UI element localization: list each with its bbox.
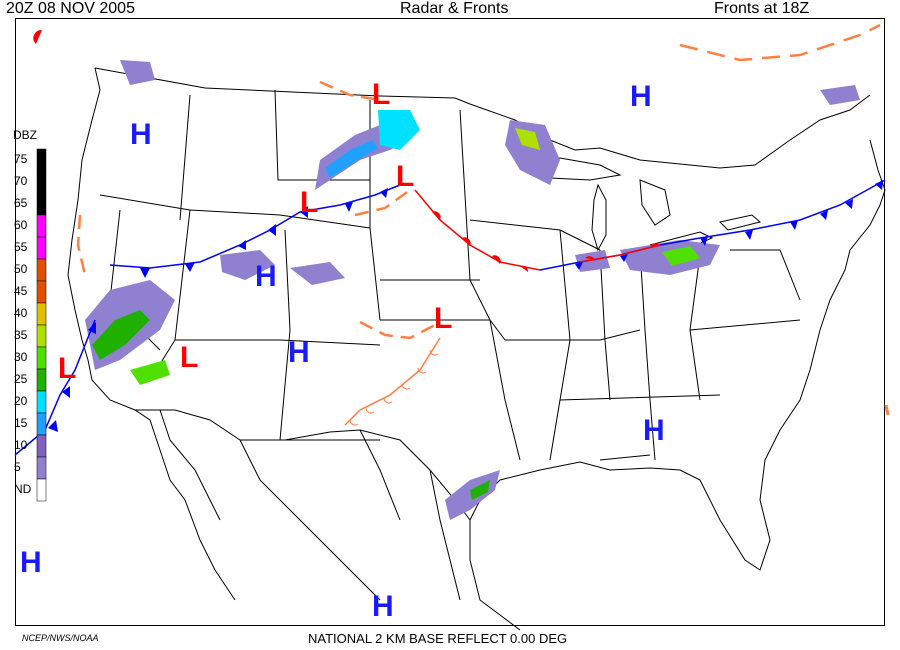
fronts — [14, 23, 886, 456]
legend-unit: DBZ — [13, 128, 37, 142]
dryline-scallops — [349, 349, 439, 426]
legend-swatch-75 — [36, 148, 47, 172]
legend-swatch-50 — [36, 258, 47, 282]
radar-echo-minnesota-core — [515, 128, 540, 150]
legend-level-label: 40 — [14, 306, 28, 320]
radar-echo-iowa — [575, 250, 610, 272]
high-pressure-center: H — [643, 414, 665, 447]
legend-level-label: 70 — [14, 174, 28, 188]
legend-swatch-65 — [36, 192, 47, 216]
high-pressure-center: H — [630, 80, 652, 113]
radar-echo-texas-core — [470, 480, 490, 500]
lake-ontario — [718, 214, 762, 231]
baja-coast — [159, 409, 221, 521]
high-pressure-center: H — [20, 546, 42, 579]
trough-colorado — [359, 320, 436, 340]
pressure-trough-east-edge — [884, 404, 890, 416]
legend-swatch-70 — [36, 170, 47, 194]
west-coast — [67, 67, 236, 601]
legend-swatch-15 — [36, 412, 47, 436]
legend-swatch-45 — [36, 280, 47, 304]
state-lines — [99, 89, 801, 461]
gulf-coast — [469, 369, 811, 571]
legend-swatch-60 — [36, 214, 47, 238]
low-pressure-center: L — [396, 160, 415, 193]
high-pressure-center: H — [130, 118, 152, 151]
high-pressure-center: H — [288, 336, 310, 369]
mexico-border — [135, 409, 471, 521]
legend-level-label: 35 — [14, 328, 28, 342]
low-pressure-center: L — [180, 341, 199, 374]
legend-swatch-40 — [36, 302, 47, 326]
legend-level-label: 45 — [14, 284, 28, 298]
radar-echo-new-york — [820, 85, 860, 105]
lake-michigan — [591, 183, 607, 252]
legend-swatch-nd — [36, 478, 47, 502]
legend-level-label: 50 — [14, 262, 28, 276]
legend-level-label: 65 — [14, 196, 28, 210]
legend-level-label: 15 — [14, 416, 28, 430]
legend-swatch-20 — [36, 390, 47, 414]
legend-level-label: 5 — [14, 460, 21, 474]
legend-level-label: 10 — [14, 438, 28, 452]
warm-front-plains — [414, 189, 541, 271]
high-pressure-center: H — [255, 260, 277, 293]
mexico-interior — [239, 429, 461, 601]
radar-echoes — [85, 60, 860, 520]
legend-swatch-55 — [36, 236, 47, 260]
trough-wyoming — [354, 188, 411, 217]
legend-level-label: 30 — [14, 350, 28, 364]
legend-level-label: 20 — [14, 394, 28, 408]
product-caption: NATIONAL 2 KM BASE REFLECT 0.00 DEG — [308, 631, 568, 646]
legend-level-label: 60 — [14, 218, 28, 232]
trough-montana — [319, 80, 381, 102]
dbz-legend-bar — [36, 148, 47, 502]
east-coast — [809, 139, 886, 371]
canada-border — [94, 67, 871, 169]
radar-echo-arizona — [130, 360, 170, 385]
radar-echo-utah — [220, 250, 275, 280]
legend-swatch-5 — [36, 456, 47, 480]
cold-front-triangles — [48, 180, 883, 432]
warm-front-semicircles — [33, 29, 660, 272]
trough-california — [76, 214, 87, 276]
legend-level-label: 75 — [14, 152, 28, 166]
low-pressure-center: L — [372, 78, 391, 111]
coastlines-and-borders — [67, 67, 886, 631]
lake-huron — [639, 179, 671, 226]
radar-echo-california-core — [92, 310, 150, 360]
radar-echo-north-dakota — [378, 110, 420, 150]
low-pressure-center: L — [300, 186, 319, 219]
radar-echo-colorado — [290, 262, 345, 285]
map-title: Radar & Fronts — [400, 0, 509, 17]
radar-echo-minnesota — [505, 120, 560, 185]
front-symbols — [33, 29, 890, 432]
mexico-gulf-coast — [469, 520, 521, 631]
legend-swatch-35 — [36, 324, 47, 348]
map-frame — [15, 18, 885, 626]
legend-swatch-25 — [36, 368, 47, 392]
trough-northeast — [679, 23, 881, 62]
dryline-texas — [344, 337, 441, 426]
low-pressure-center: L — [58, 352, 77, 385]
cold-front-west-coast — [14, 319, 96, 456]
low-pressure-center: L — [434, 302, 453, 335]
radar-echo-ohio-core — [662, 246, 700, 266]
fronts-time: Fronts at 18Z — [714, 0, 810, 17]
legend-swatch-30 — [36, 346, 47, 370]
radar-echo-washington — [120, 60, 155, 85]
legend-swatch-10 — [36, 434, 47, 458]
credit-text: NCEP/NWS/NOAA — [22, 633, 99, 643]
legend-level-label: 25 — [14, 372, 28, 386]
legend-level-label: 55 — [14, 240, 28, 254]
radar-echo-montana-core — [325, 140, 378, 178]
legend-level-label: ND — [14, 482, 32, 496]
map-datetime: 20Z 08 NOV 2005 — [6, 0, 135, 17]
high-pressure-center: H — [372, 590, 394, 623]
